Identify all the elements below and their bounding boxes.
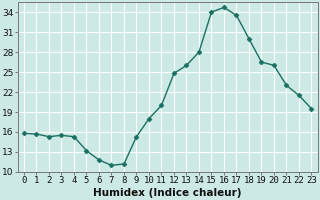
X-axis label: Humidex (Indice chaleur): Humidex (Indice chaleur) <box>93 188 242 198</box>
